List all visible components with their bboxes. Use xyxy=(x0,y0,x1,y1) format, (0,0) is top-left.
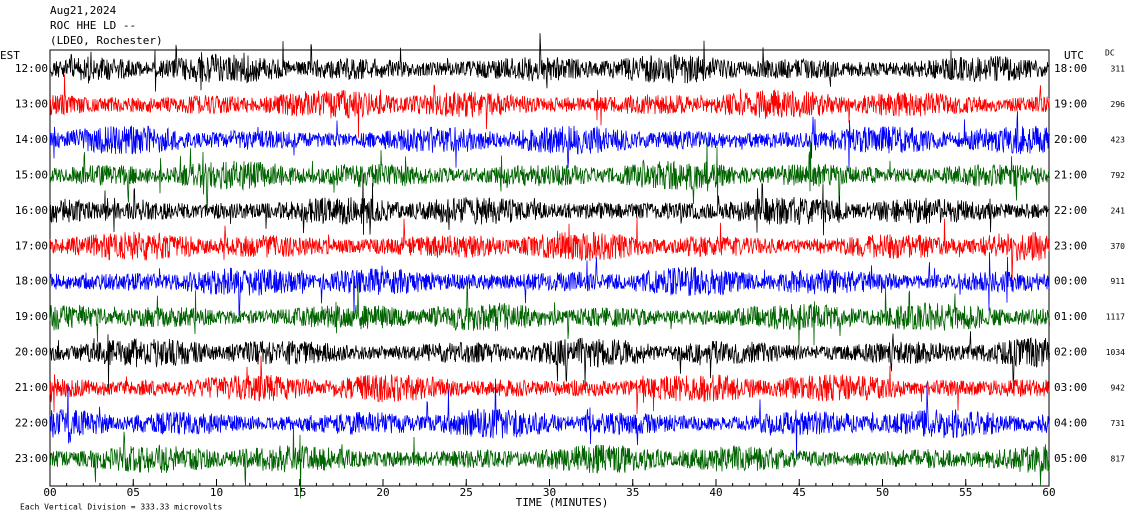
utc-label: 20:00 xyxy=(1054,133,1087,146)
dc-value: 911 xyxy=(1111,277,1126,286)
utc-label: 21:00 xyxy=(1054,168,1087,181)
trace xyxy=(49,33,1050,92)
dc-value: 731 xyxy=(1111,419,1126,428)
utc-label: 03:00 xyxy=(1054,381,1087,394)
dc-value: 1117 xyxy=(1106,313,1125,322)
est-label: 19:00 xyxy=(15,310,48,323)
dc-value: 370 xyxy=(1111,242,1126,251)
dc-value: 817 xyxy=(1111,454,1126,463)
x-tick-label: 50 xyxy=(876,486,889,499)
est-label: 20:00 xyxy=(15,346,48,359)
x-tick-label: 20 xyxy=(376,486,389,499)
est-label: 21:00 xyxy=(15,381,48,394)
utc-label: 02:00 xyxy=(1054,346,1087,359)
trace xyxy=(49,422,1050,499)
utc-label: 04:00 xyxy=(1054,417,1087,430)
x-axis-label: TIME (MINUTES) xyxy=(516,496,609,509)
est-label: 22:00 xyxy=(15,417,48,430)
x-tick-label: 05 xyxy=(127,486,140,499)
header-date: Aug21,2024 xyxy=(50,4,117,17)
left-axis-label: EST xyxy=(0,49,20,62)
est-label: 23:00 xyxy=(15,452,48,465)
x-tick-label: 10 xyxy=(210,486,223,499)
est-label: 18:00 xyxy=(15,275,48,288)
x-tick-label: 45 xyxy=(793,486,806,499)
est-label: 13:00 xyxy=(15,97,48,110)
dc-value: 296 xyxy=(1111,100,1126,109)
dc-value: 311 xyxy=(1111,65,1126,74)
trace xyxy=(49,138,1050,214)
utc-label: 19:00 xyxy=(1054,97,1087,110)
header-network: (LDEO, Rochester) xyxy=(50,34,163,47)
dc-label: DC xyxy=(1105,49,1115,58)
trace xyxy=(49,331,1050,390)
x-tick-label: 55 xyxy=(959,486,972,499)
dc-value: 792 xyxy=(1111,171,1126,180)
x-tick-label: 35 xyxy=(626,486,639,499)
est-label: 16:00 xyxy=(15,204,48,217)
utc-label: 01:00 xyxy=(1054,310,1087,323)
header-station: ROC HHE LD -- xyxy=(50,19,136,32)
right-axis-label: UTC xyxy=(1064,49,1084,62)
trace xyxy=(49,111,1050,174)
trace xyxy=(49,283,1050,346)
dc-value: 942 xyxy=(1111,384,1126,393)
x-tick-label: 15 xyxy=(293,486,306,499)
est-label: 14:00 xyxy=(15,133,48,146)
utc-label: 23:00 xyxy=(1054,239,1087,252)
utc-label: 22:00 xyxy=(1054,204,1087,217)
utc-label: 05:00 xyxy=(1054,452,1087,465)
trace xyxy=(49,174,1050,236)
footer: Each Vertical Division = 333.33 microvol… xyxy=(20,503,222,512)
trace xyxy=(49,378,1050,460)
x-tick-label: 60 xyxy=(1042,486,1055,499)
trace xyxy=(49,216,1050,284)
est-label: 15:00 xyxy=(15,168,48,181)
trace xyxy=(49,355,1050,415)
x-tick-label: 30 xyxy=(543,486,556,499)
dc-value: 241 xyxy=(1111,206,1126,215)
est-label: 12:00 xyxy=(15,62,48,75)
utc-label: 00:00 xyxy=(1054,275,1087,288)
est-label: 17:00 xyxy=(15,239,48,252)
x-tick-label: 00 xyxy=(43,486,56,499)
trace xyxy=(49,252,1050,318)
utc-label: 18:00 xyxy=(1054,62,1087,75)
x-tick-label: 25 xyxy=(460,486,473,499)
x-tick-label: 40 xyxy=(709,486,722,499)
trace xyxy=(49,74,1050,138)
dc-value: 1034 xyxy=(1106,348,1125,357)
dc-value: 423 xyxy=(1111,135,1126,144)
